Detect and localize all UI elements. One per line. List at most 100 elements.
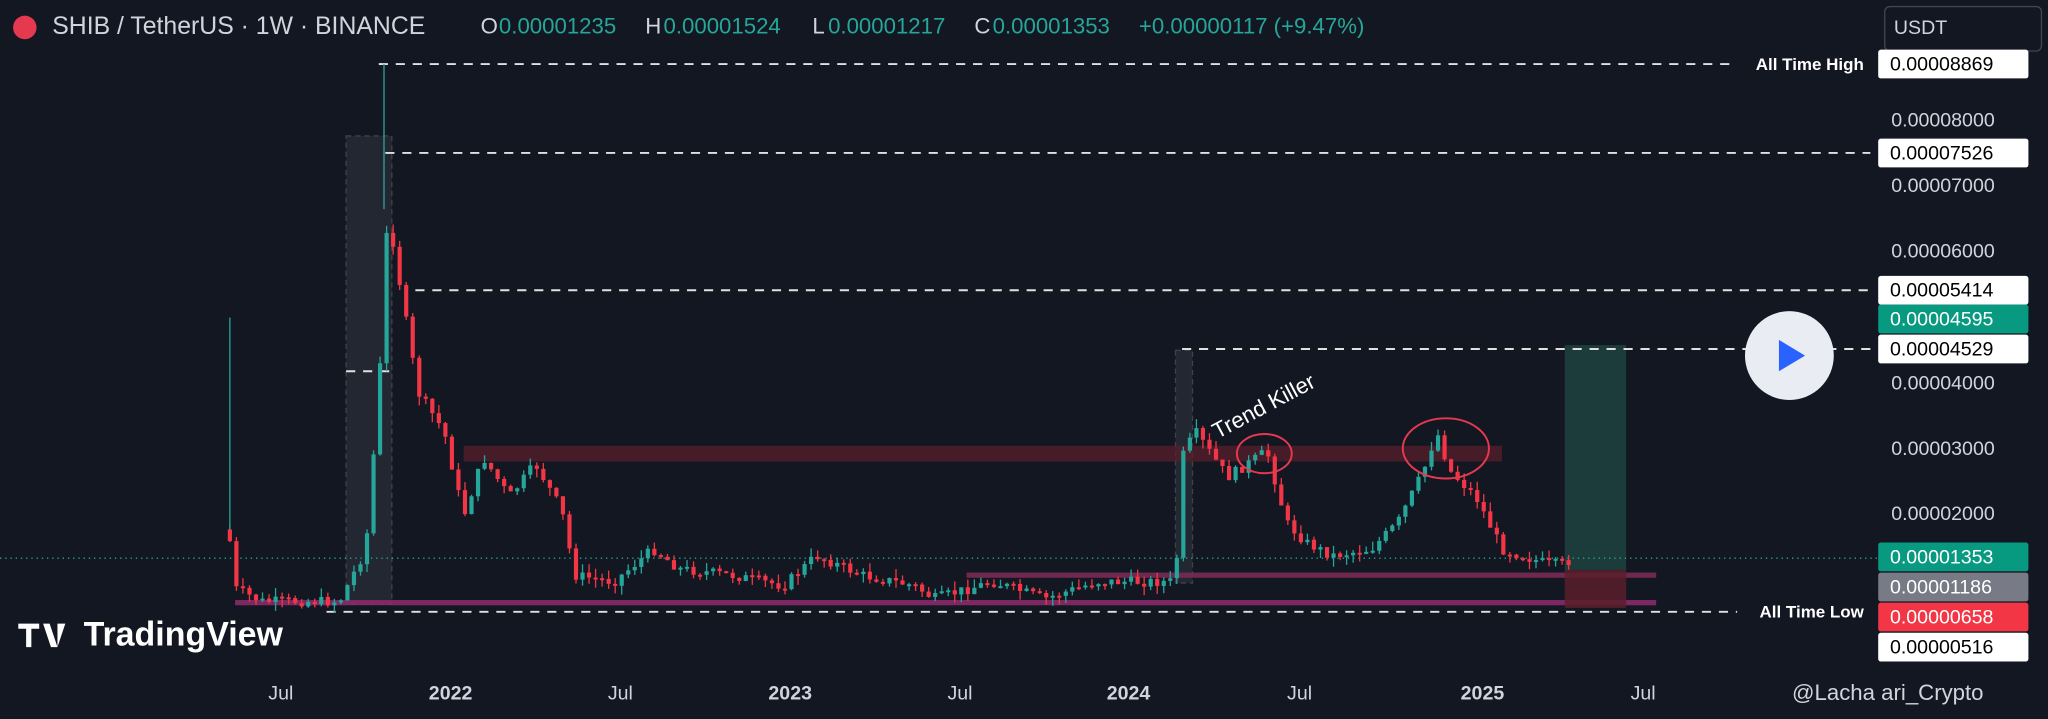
play-icon[interactable] bbox=[1778, 339, 1806, 372]
ohlc-value: 0.00001353 bbox=[993, 13, 1110, 38]
candle-body bbox=[253, 594, 259, 601]
candle-body bbox=[658, 555, 663, 558]
time-tick: 2024 bbox=[1107, 682, 1151, 704]
price-label-box bbox=[1878, 138, 2029, 168]
candle-body bbox=[1142, 583, 1147, 587]
candle-body bbox=[1155, 578, 1160, 586]
candle-body bbox=[782, 588, 788, 591]
candle-body bbox=[306, 601, 311, 607]
candle-body bbox=[1435, 435, 1441, 451]
time-tick: 2022 bbox=[429, 682, 473, 704]
ohlc-key: O bbox=[481, 13, 498, 38]
candle-body bbox=[1501, 534, 1506, 555]
ohlc: O 0.00001235 H 0.00001524 L 0.00001217 C… bbox=[481, 13, 1365, 38]
candle-body bbox=[351, 571, 357, 586]
ohlc-value: 0.00001217 bbox=[828, 13, 945, 38]
candle-body bbox=[880, 581, 886, 584]
candle-body bbox=[848, 563, 853, 573]
price-label: 0.00001186 bbox=[1890, 576, 1992, 598]
candle-body bbox=[593, 577, 598, 580]
candle-body bbox=[319, 596, 324, 605]
time-tick: Jul bbox=[1287, 682, 1312, 704]
candle-body bbox=[828, 559, 833, 567]
candle-body bbox=[1292, 520, 1297, 534]
candle-body bbox=[1475, 490, 1480, 503]
candle-body bbox=[1311, 539, 1317, 550]
candle-body bbox=[1344, 555, 1349, 558]
candle-body bbox=[573, 548, 579, 580]
currency[interactable]: USDT bbox=[1894, 17, 1947, 39]
candle-body bbox=[489, 462, 494, 470]
candle-body bbox=[449, 436, 455, 470]
candle-body bbox=[1533, 560, 1539, 563]
candle-body bbox=[972, 587, 977, 595]
candle-body bbox=[567, 514, 572, 549]
price-tick: 0.00002000 bbox=[1891, 503, 1995, 525]
candles bbox=[227, 64, 1571, 613]
candle-body bbox=[893, 578, 899, 581]
candle-body bbox=[1031, 588, 1036, 592]
candle-body bbox=[1337, 553, 1343, 558]
highlight-circle bbox=[1401, 417, 1490, 480]
price-axis: 0.00008000 0.00007000 0.00006000 0.00004… bbox=[1891, 110, 1995, 525]
time-tick: 2025 bbox=[1461, 682, 1505, 704]
candle-body bbox=[1331, 553, 1336, 558]
candle-body bbox=[835, 562, 840, 567]
ohlc-key: H bbox=[645, 13, 661, 38]
candle-body bbox=[1377, 540, 1382, 551]
branding: TradingView bbox=[84, 616, 284, 654]
price-label: 0.00004529 bbox=[1890, 339, 1993, 361]
candle-body bbox=[521, 474, 526, 489]
candle-body bbox=[1514, 554, 1519, 559]
ohlc-value: 0.00001235 bbox=[499, 13, 616, 38]
candle-body bbox=[867, 571, 872, 580]
candle-body bbox=[495, 469, 500, 479]
candle-body bbox=[1560, 558, 1565, 561]
candle-body bbox=[737, 577, 742, 581]
candle-body bbox=[1089, 585, 1095, 588]
time-tick: Jul bbox=[947, 682, 972, 704]
candle-body bbox=[1044, 592, 1049, 598]
candle-body bbox=[462, 490, 468, 515]
target-zone bbox=[1564, 345, 1627, 570]
candle-body bbox=[626, 570, 631, 575]
price-label-box bbox=[1878, 602, 2029, 632]
stop-zone bbox=[1564, 569, 1627, 608]
candle-body bbox=[795, 574, 801, 577]
candle-body bbox=[1305, 539, 1310, 543]
candle-body bbox=[606, 578, 611, 584]
candle-body bbox=[293, 598, 298, 604]
candle-body bbox=[580, 572, 585, 580]
candle-body bbox=[691, 566, 696, 575]
candle-body bbox=[417, 357, 422, 397]
candle-body bbox=[1253, 454, 1258, 461]
candle-body bbox=[874, 579, 879, 582]
candle-body bbox=[645, 548, 650, 559]
candle-body bbox=[1200, 428, 1206, 440]
candle-body bbox=[312, 601, 317, 605]
candle-body bbox=[1240, 466, 1245, 473]
price-tick: 0.00008000 bbox=[1891, 110, 1995, 132]
candle-body bbox=[1037, 591, 1042, 594]
candle-body bbox=[756, 575, 761, 578]
candle-body bbox=[286, 597, 291, 600]
time-tick: Jul bbox=[1631, 682, 1656, 704]
price-label: 0.00000658 bbox=[1890, 607, 1994, 629]
watermark: @Lacha ari_Crypto bbox=[1792, 680, 1984, 705]
price-label-box bbox=[1878, 304, 2029, 334]
candle-body bbox=[926, 591, 931, 597]
candle-body bbox=[384, 232, 389, 364]
candle-body bbox=[1024, 588, 1029, 591]
price-label-box bbox=[1878, 542, 2029, 572]
candle-body bbox=[652, 548, 657, 556]
candle-body bbox=[299, 603, 304, 607]
candle-body bbox=[1546, 558, 1552, 561]
change: +0.00000117 (+9.47%) bbox=[1139, 13, 1364, 38]
candle-body bbox=[1442, 435, 1447, 460]
candle-body bbox=[1455, 471, 1460, 480]
candle-body bbox=[887, 578, 892, 584]
candle-body bbox=[430, 398, 435, 414]
candle-body bbox=[1017, 583, 1023, 591]
candle-body bbox=[234, 541, 239, 587]
candle-body bbox=[697, 574, 703, 577]
